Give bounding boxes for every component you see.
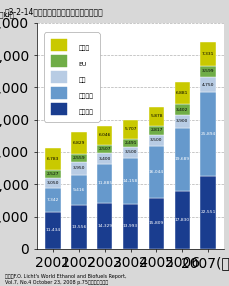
Text: 15,809: 15,809 <box>149 221 164 225</box>
Text: 25,894: 25,894 <box>201 132 216 136</box>
Bar <box>200 42 216 65</box>
Text: 3,500: 3,500 <box>150 138 163 142</box>
Bar <box>97 202 112 249</box>
Bar <box>149 135 164 146</box>
Text: 3,400: 3,400 <box>98 157 111 161</box>
Bar <box>174 191 190 249</box>
Bar <box>45 170 61 178</box>
Bar <box>149 126 164 135</box>
Bar <box>45 188 61 212</box>
Text: 2,527: 2,527 <box>47 172 59 176</box>
Bar <box>200 77 216 92</box>
Text: 17,830: 17,830 <box>175 218 190 222</box>
Bar <box>149 146 164 198</box>
Bar <box>45 148 61 170</box>
Text: 3,402: 3,402 <box>176 108 188 112</box>
Text: 11,885: 11,885 <box>97 181 112 185</box>
Text: 6,829: 6,829 <box>73 141 85 145</box>
Bar <box>123 139 138 147</box>
Text: 5,707: 5,707 <box>124 127 137 131</box>
Bar <box>200 65 216 77</box>
Text: 6,783: 6,783 <box>47 157 59 161</box>
Text: 3,900: 3,900 <box>176 120 188 124</box>
Bar <box>45 212 61 249</box>
Text: 嘶3-2-14　世界のバイオエタノール生産量: 嘶3-2-14 世界のバイオエタノール生産量 <box>5 7 103 16</box>
Text: 6,881: 6,881 <box>176 91 188 95</box>
Text: 資料：F.O. Licht's World Ethanol and Biofuels Report,
Vol.7, No.4 October 23, 2008 : 資料：F.O. Licht's World Ethanol and Biofue… <box>5 274 126 285</box>
Text: 6,046: 6,046 <box>98 133 111 137</box>
Bar <box>123 204 138 249</box>
Bar <box>97 164 112 202</box>
Text: 4,750: 4,750 <box>202 83 214 87</box>
Bar <box>200 176 216 249</box>
Bar <box>71 175 87 205</box>
Text: 14,329: 14,329 <box>97 224 112 228</box>
Bar <box>71 162 87 175</box>
Text: 2,507: 2,507 <box>98 147 111 151</box>
Bar <box>97 145 112 153</box>
Text: 2,817: 2,817 <box>150 128 163 132</box>
Bar <box>123 147 138 158</box>
Text: 7,331: 7,331 <box>202 52 214 56</box>
Bar <box>149 198 164 249</box>
Text: 2,559: 2,559 <box>73 156 85 160</box>
Text: 22,551: 22,551 <box>200 210 216 214</box>
Bar <box>123 158 138 204</box>
Bar <box>174 82 190 104</box>
Bar <box>71 154 87 162</box>
Text: 13,556: 13,556 <box>71 225 87 229</box>
Bar <box>71 132 87 154</box>
Text: 14,158: 14,158 <box>123 179 138 183</box>
Bar <box>97 153 112 164</box>
Bar <box>123 120 138 139</box>
Bar <box>174 115 190 128</box>
Text: 13,993: 13,993 <box>123 224 138 228</box>
Text: 3,050: 3,050 <box>47 181 59 185</box>
Text: 19,689: 19,689 <box>175 158 190 162</box>
Bar <box>45 178 61 188</box>
Bar <box>149 107 164 126</box>
Text: ＼千kl］: ＼千kl］ <box>0 12 14 18</box>
Legend: その他, EU, 中国, アメリカ, ブラジル: その他, EU, 中国, アメリカ, ブラジル <box>44 32 100 122</box>
Text: 2,491: 2,491 <box>124 141 137 145</box>
Bar <box>71 205 87 249</box>
Text: 11,434: 11,434 <box>45 228 60 232</box>
Bar <box>97 126 112 145</box>
Bar <box>200 92 216 176</box>
Text: 3,599: 3,599 <box>202 69 214 73</box>
Text: 3,950: 3,950 <box>73 166 85 170</box>
Text: 3,500: 3,500 <box>124 150 137 154</box>
Text: 5,878: 5,878 <box>150 114 163 118</box>
Text: 16,044: 16,044 <box>149 170 164 174</box>
Text: 7,342: 7,342 <box>47 198 59 202</box>
Bar <box>174 104 190 115</box>
Text: 9,416: 9,416 <box>73 188 85 192</box>
Bar <box>174 128 190 191</box>
